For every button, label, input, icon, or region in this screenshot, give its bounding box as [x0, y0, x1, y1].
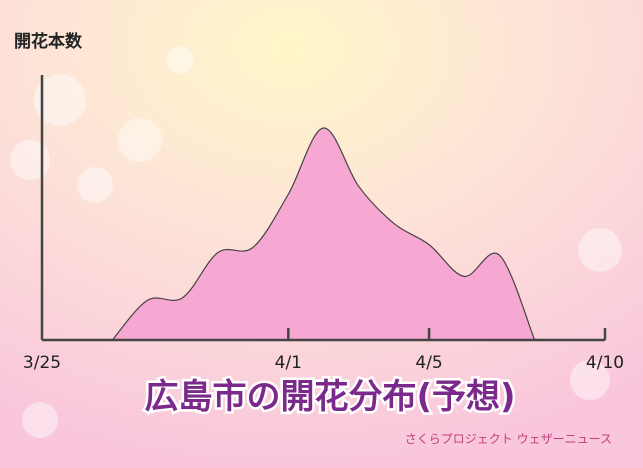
y-axis-label: 開花本数	[14, 31, 83, 52]
x-tick-label: 4/1	[275, 353, 302, 373]
blossom-decoration	[10, 46, 622, 438]
chart-title: 広島市の開花分布(予想)	[144, 377, 515, 417]
x-tick-label: 3/25	[23, 353, 61, 373]
footer: さくらプロジェクト ウェザーニュース	[405, 432, 612, 446]
x-tick-label: 4/5	[415, 353, 442, 373]
area	[111, 127, 536, 341]
x-tick-label: 4/10	[586, 353, 624, 373]
